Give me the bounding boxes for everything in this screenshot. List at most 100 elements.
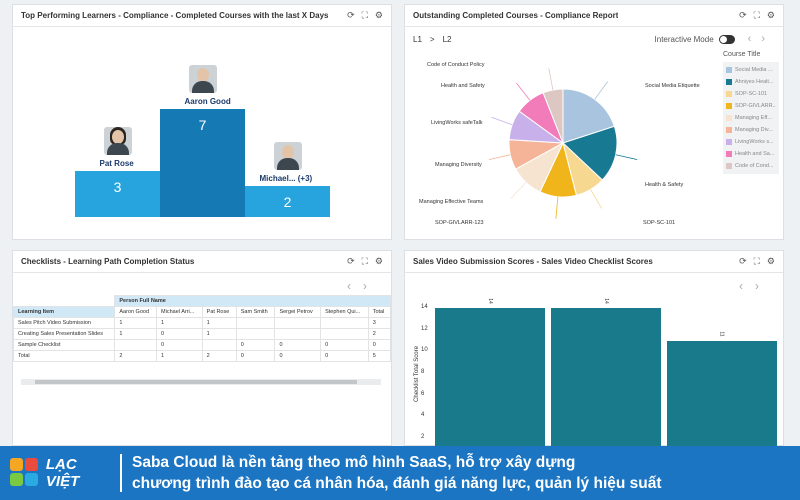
crumb-l1[interactable]: L1 [413,34,422,44]
expand-icon[interactable]: ⛶ [361,256,368,266]
table-cell: 2 [201,350,237,362]
gear-icon[interactable]: ⚙ [766,10,775,20]
column-header[interactable]: Total [367,306,392,318]
learner-bar[interactable]: 7 [160,108,245,217]
y-tick-label: 10 [421,347,428,354]
table-cell: Creating Sales Presentation Slides [12,328,116,340]
pie-label-health-safety: Health and Safety [441,83,485,89]
bar-value-label: 2 [283,194,292,210]
panel-title: Checklists - Learning Path Completion St… [21,257,195,266]
legend-item[interactable]: Code of Cond... [726,160,776,172]
legend-item[interactable]: Managing Eff... [726,112,776,124]
column-header[interactable]: Sam Smith [235,306,276,318]
table-cell: 0 [156,328,203,340]
learner-avatar [103,126,132,155]
panel-header: Outstanding Completed Courses - Complian… [405,5,783,27]
next-arrow-icon[interactable]: › [761,33,775,45]
refresh-icon[interactable]: ⟳ [739,256,747,266]
prev-arrow-icon[interactable]: ‹ [739,279,755,293]
table-cell [235,328,276,340]
table-cell: 5 [367,350,392,362]
score-bar[interactable] [551,308,661,446]
table-cell: 1 [201,328,237,340]
legend-item[interactable]: Managing Div... [726,124,776,136]
interactive-mode-toggle[interactable] [718,34,735,44]
legend-item[interactable]: Ahniyes Healt... [726,76,776,88]
banner-line-2: chương trình đào tạo cá nhân hóa, đánh g… [132,475,662,492]
y-tick-label: 12 [421,325,428,332]
learner-bar[interactable]: 2 [245,186,330,217]
prev-arrow-icon[interactable]: ‹ [347,279,363,293]
column-header[interactable]: Pat Rose [201,306,237,318]
score-bar[interactable] [667,340,777,446]
gear-icon[interactable]: ⚙ [374,256,383,266]
refresh-icon[interactable]: ⟳ [347,10,355,20]
legend-item[interactable]: LivingWorks s... [726,136,776,148]
column-header[interactable]: Learning Item [12,306,116,318]
banner-divider [120,454,122,492]
panel-header: Sales Video Submission Scores - Sales Vi… [405,251,783,273]
legend-label: Code of Cond... [735,163,774,169]
crumb-l2[interactable]: L2 [442,34,452,44]
score-bar[interactable] [435,308,545,446]
column-header[interactable]: Michael Arri... [156,306,203,318]
gear-icon[interactable]: ⚙ [766,256,775,266]
legend-item[interactable]: SOP-SC-101 [726,88,776,100]
legend-item[interactable]: Health and Sa... [726,148,776,160]
column-header[interactable]: Stephen Qui... [320,306,369,318]
pie-leader-line [590,189,603,209]
table-cell: 3 [367,317,392,329]
table-cell: 2 [367,328,392,340]
table-row: Sample Checklist 0 0 0 0 0 [12,339,392,351]
legend-swatch [726,127,732,133]
learner-avatar [273,142,302,170]
table-cell: 1 [156,350,203,362]
table-cell [320,328,369,340]
learner-name: Michael... (+3) [259,174,313,183]
legend-label: Managing Eff... [735,115,772,121]
banner-line-1: Saba Cloud là nền tảng theo mô hình SaaS… [132,454,576,471]
gear-icon[interactable]: ⚙ [374,10,383,20]
column-header[interactable]: Aaron Good [114,306,158,318]
legend-swatch [726,91,732,97]
legend-swatch [726,163,732,169]
pie-leader-line [555,196,559,219]
pie-label-managing-diversity: Managing Diversity [435,162,482,168]
legend-label: SOP-GIVLARR... [735,103,776,109]
learner-bar[interactable]: 3 [75,170,160,217]
table-cell: 0 [274,339,322,351]
table-cell: 0 [156,339,203,351]
courses-pie-chart [488,68,638,219]
promo-banner: LẠC VIỆT Saba Cloud là nền tảng theo mô … [0,446,800,500]
y-tick-label: 2 [421,434,425,440]
horizontal-scrollbar[interactable] [21,379,381,385]
prev-arrow-icon[interactable]: ‹ [747,33,762,45]
logo-mark-icon [10,458,40,488]
column-header[interactable]: Sergei Petrov [274,306,322,318]
next-arrow-icon[interactable]: › [755,279,771,293]
scroll-thumb[interactable] [35,380,357,384]
legend-swatch [726,79,732,85]
pie-legend: Course Title Social Media ... Ahniyes Hea… [723,51,779,174]
pie-slice[interactable] [562,88,615,144]
table-cell: Sample Checklist [12,339,116,351]
table-cell: 1 [114,328,158,340]
y-axis-label: Checklist Total Score [414,346,420,402]
refresh-icon[interactable]: ⟳ [347,256,355,266]
table-cell: 1 [201,317,237,329]
total-row: Total 2 1 2 0 0 0 5 [12,350,392,362]
panel-title: Outstanding Completed Courses - Complian… [413,11,619,20]
legend-item[interactable]: SOP-GIVLARR... [726,100,776,112]
pie-label-sop-sc: SOP-SC-101 [643,220,676,226]
logo-text: LẠC VIỆT [45,456,80,490]
next-arrow-icon[interactable]: › [363,279,379,293]
pie-leader-line [615,154,638,160]
expand-icon[interactable]: ⛶ [753,10,760,20]
pie-leader-line [594,81,608,100]
table-cell: 0 [367,339,392,351]
expand-icon[interactable]: ⛶ [753,256,760,266]
table-row: Sales Pitch Video Submission 1 1 1 3 [12,317,392,329]
expand-icon[interactable]: ⛶ [361,10,368,20]
refresh-icon[interactable]: ⟳ [739,10,747,20]
legend-item[interactable]: Social Media ... [726,64,776,76]
